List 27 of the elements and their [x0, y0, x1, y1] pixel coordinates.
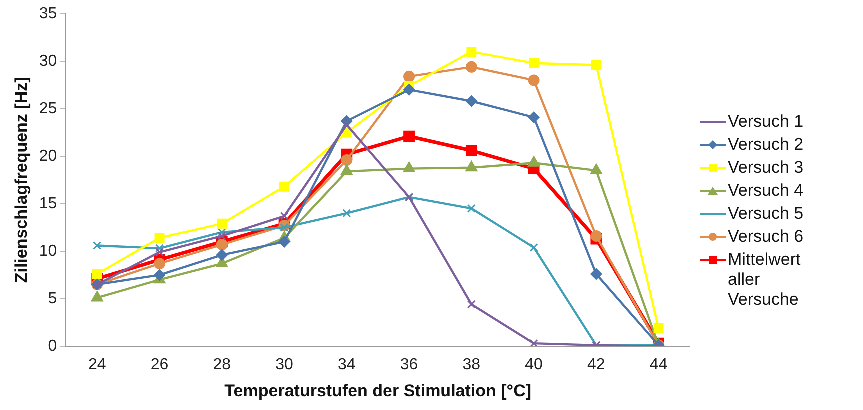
legend-label: Versuch 6 — [728, 227, 804, 247]
legend-label: Versuch 3 — [728, 158, 804, 178]
x-tick-label: 34 — [338, 356, 356, 374]
x-tick-label: 44 — [650, 356, 668, 374]
x-tick-label: 42 — [588, 356, 606, 374]
legend-label: Versuch 2 — [728, 135, 804, 155]
legend-label: Versuch 1 — [728, 112, 804, 132]
y-tick-label: 15 — [39, 195, 58, 212]
y-axis-title: Zilienschlagfrequenz [Hz] — [12, 77, 31, 284]
y-tick-label: 0 — [48, 338, 58, 355]
x-axis-title: Temperaturstufen der Stimulation [°C] — [224, 381, 532, 400]
y-tick-label: 35 — [39, 5, 58, 22]
x-tick-label: 30 — [276, 356, 294, 374]
y-tick-label: 10 — [39, 242, 58, 260]
y-tick-label: 25 — [39, 100, 58, 118]
legend-label: Mittelwert aller Versuche — [728, 250, 802, 310]
x-tick-label: 26 — [150, 356, 169, 374]
y-tick-label: 30 — [39, 52, 58, 70]
y-tick-label: 5 — [48, 290, 58, 308]
x-tick-label: 40 — [525, 356, 544, 374]
x-tick-label: 38 — [462, 356, 481, 374]
legend-label: Versuch 4 — [728, 181, 804, 201]
y-tick-label: 20 — [39, 148, 58, 165]
x-tick-label: 24 — [88, 356, 106, 374]
legend-label: Versuch 5 — [728, 204, 804, 224]
x-tick-label: 36 — [400, 356, 418, 374]
x-tick-label: 28 — [213, 356, 232, 374]
